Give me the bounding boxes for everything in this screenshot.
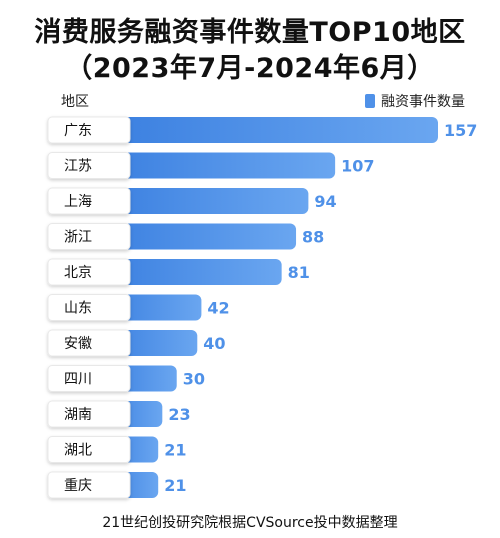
category-label-box bbox=[47, 223, 131, 250]
legend-swatch bbox=[365, 94, 375, 108]
category-label: 上海 bbox=[64, 194, 92, 210]
value-label: 42 bbox=[207, 299, 229, 318]
category-label: 北京 bbox=[64, 265, 92, 281]
category-label-box bbox=[47, 436, 131, 463]
category-label: 广东 bbox=[64, 123, 92, 139]
source-note: 21世纪创投研究院根据CVSource投中数据整理 bbox=[102, 515, 398, 531]
legend: 融资事件数量 bbox=[365, 91, 465, 111]
category-header: 地区 bbox=[61, 94, 89, 110]
category-label-box bbox=[47, 294, 131, 321]
chart-subtitle: （2023年7月-2024年6月） bbox=[65, 53, 435, 84]
category-label: 浙江 bbox=[64, 230, 92, 246]
category-label-box bbox=[47, 187, 131, 215]
value-label: 94 bbox=[314, 192, 336, 211]
value-label: 40 bbox=[203, 334, 225, 353]
value-label: 21 bbox=[164, 441, 186, 460]
category-label: 山东 bbox=[64, 301, 92, 317]
category-label-box bbox=[47, 152, 131, 179]
category-label: 江苏 bbox=[64, 159, 92, 175]
bar-浙江 bbox=[103, 223, 297, 250]
value-label: 157 bbox=[444, 121, 477, 140]
category-label: 重庆 bbox=[64, 478, 92, 494]
category-label-box bbox=[47, 258, 131, 286]
value-label: 21 bbox=[164, 476, 186, 495]
category-label-box bbox=[47, 471, 131, 499]
value-label: 88 bbox=[302, 228, 324, 247]
value-label: 23 bbox=[168, 405, 190, 424]
category-label-box bbox=[47, 329, 131, 357]
category-label-box bbox=[47, 400, 131, 428]
value-label: 30 bbox=[183, 370, 205, 389]
legend-label: 融资事件数量 bbox=[381, 94, 465, 110]
category-label: 湖南 bbox=[64, 407, 92, 423]
category-label: 四川 bbox=[64, 372, 92, 388]
category-label: 湖北 bbox=[64, 443, 92, 459]
value-label: 107 bbox=[341, 157, 374, 176]
value-label: 81 bbox=[288, 263, 310, 282]
bar-江苏 bbox=[103, 152, 336, 179]
chart-title: 消费服务融资事件数量TOP10地区 bbox=[34, 17, 466, 48]
bar-上海 bbox=[103, 188, 309, 214]
category-label: 安徽 bbox=[64, 336, 92, 352]
bar-广东 bbox=[103, 117, 438, 143]
bar-北京 bbox=[103, 259, 282, 285]
category-label-box bbox=[47, 116, 131, 144]
category-label-box bbox=[47, 365, 131, 392]
